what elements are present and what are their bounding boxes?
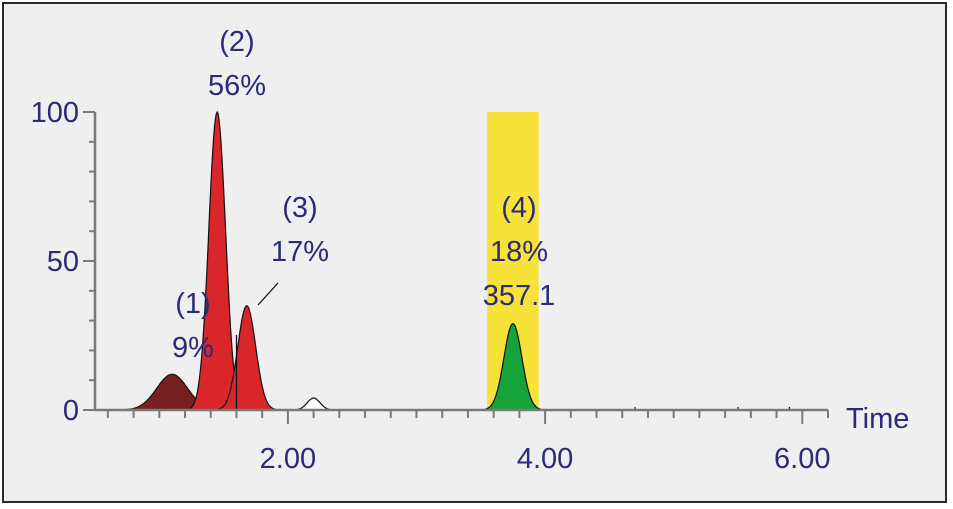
y-tick-label: 50	[47, 246, 79, 278]
peak-1-label-1: 9%	[172, 332, 214, 364]
peak-2-label-0: (2)	[219, 26, 254, 58]
peak-3-leader-line	[257, 282, 279, 306]
x-tick-label: 2.00	[260, 443, 316, 475]
peak-4-label-1: 18%	[490, 236, 548, 268]
peak-4-label-2: 357.1	[483, 280, 556, 312]
y-tick-label: 100	[31, 97, 79, 129]
x-tick-label: 6.00	[774, 443, 830, 475]
peak-1-label-0: (1)	[175, 288, 210, 320]
x-tick-label: 4.00	[517, 443, 573, 475]
peak-3-label-0: (3)	[282, 192, 317, 224]
x-axis-title: Time	[846, 403, 909, 435]
peak-small	[292, 397, 335, 411]
peak-4-label-0: (4)	[501, 192, 536, 224]
peak-3-label-1: 17%	[271, 236, 329, 268]
y-tick-label: 0	[63, 395, 79, 427]
peak-3	[217, 304, 277, 411]
peak-2-label-1: 56%	[208, 70, 266, 102]
peak-4	[483, 322, 543, 411]
chart-frame	[2, 2, 947, 503]
